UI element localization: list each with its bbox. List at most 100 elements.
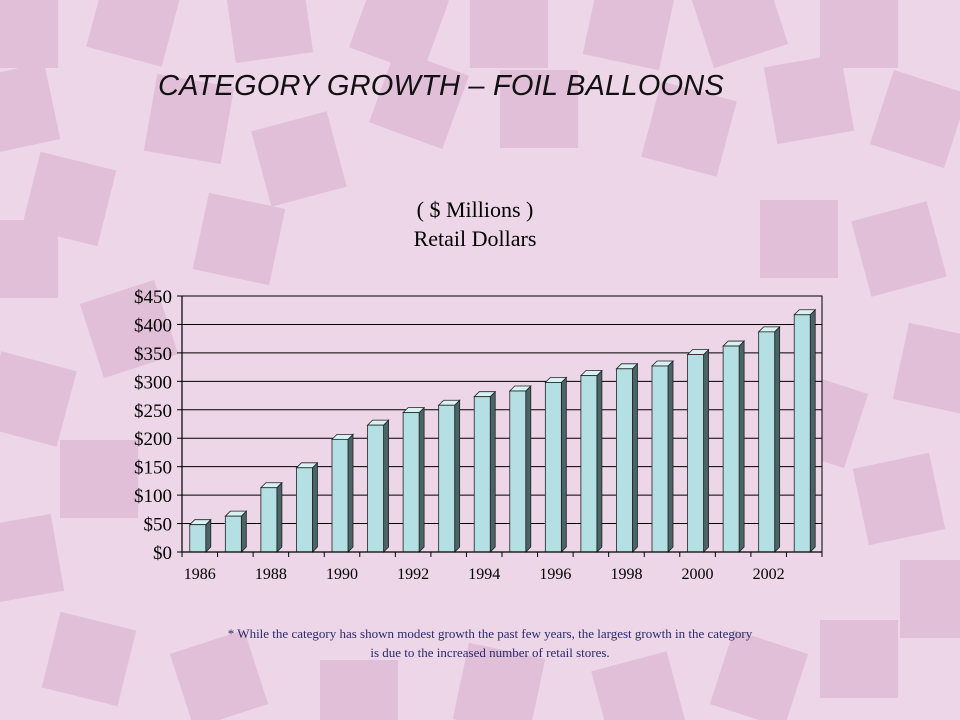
y-tick-label: $400 xyxy=(134,315,172,336)
chart-title-line1: ( $ Millions ) xyxy=(416,197,534,222)
bar-1996 xyxy=(544,376,568,553)
bar-side xyxy=(667,360,674,553)
bar-front xyxy=(296,467,313,553)
bar-front xyxy=(224,515,242,553)
x-tick-label: 1994 xyxy=(468,566,500,583)
bar-front xyxy=(687,354,704,553)
bar-front xyxy=(402,412,420,553)
y-tick-label: $200 xyxy=(134,429,172,450)
x-tick-label: 1996 xyxy=(539,566,571,583)
y-tick-label: $350 xyxy=(134,344,172,365)
bar-front xyxy=(438,404,456,553)
bg-square xyxy=(820,620,898,698)
bar-1991 xyxy=(366,419,390,553)
plot-area xyxy=(181,295,823,553)
bar-front xyxy=(758,331,776,553)
bg-square xyxy=(0,351,77,447)
bar-1989 xyxy=(295,461,319,553)
bg-square xyxy=(349,0,449,74)
bar-side xyxy=(596,369,603,553)
y-tick-label: $0 xyxy=(153,543,172,564)
bg-square xyxy=(0,62,61,156)
y-tick-label: $300 xyxy=(134,372,172,393)
bar-front xyxy=(473,396,491,553)
bar-1998 xyxy=(615,362,639,553)
bar-1999 xyxy=(651,360,674,553)
bg-square xyxy=(452,642,546,720)
bar-side xyxy=(240,510,247,553)
x-tick-label: 1988 xyxy=(255,566,287,583)
bg-square xyxy=(500,70,578,148)
bar-front xyxy=(260,487,278,553)
bg-square xyxy=(900,560,960,638)
bg-square xyxy=(60,440,138,518)
bar-front xyxy=(793,314,811,553)
footnote-line2: is due to the increased number of retail… xyxy=(370,645,610,660)
bg-square xyxy=(582,0,676,71)
x-tick-label: 2000 xyxy=(682,566,714,583)
bar-side xyxy=(347,433,354,553)
bar-front xyxy=(651,365,669,553)
bg-square xyxy=(192,192,286,286)
bg-square xyxy=(470,0,548,68)
bar-side xyxy=(312,461,318,553)
bar-front xyxy=(616,368,633,553)
bar-side xyxy=(738,340,745,553)
bg-square xyxy=(709,629,809,720)
bar-1997 xyxy=(579,369,603,553)
bar-side xyxy=(383,419,389,553)
bg-square xyxy=(763,53,855,145)
bg-square xyxy=(760,200,838,278)
chart-title-line2: Retail Dollars xyxy=(413,226,537,251)
bar-side xyxy=(632,362,638,553)
bg-square xyxy=(79,279,179,379)
bar-front xyxy=(331,438,349,553)
bar-2000 xyxy=(686,348,710,553)
bar-2002 xyxy=(757,325,781,553)
bar-1988 xyxy=(259,481,283,553)
bg-square xyxy=(251,111,347,207)
bar-side xyxy=(809,308,816,553)
bar-side xyxy=(276,481,283,553)
bg-square xyxy=(169,629,269,720)
bar-front xyxy=(189,524,207,553)
bar-side xyxy=(703,348,709,553)
bg-square xyxy=(41,611,137,707)
footnote-line1: * While the category has shown modest gr… xyxy=(227,626,753,641)
slide-title: CATEGORY GROWTH – FOIL BALLOONS xyxy=(158,70,724,102)
bar-1995 xyxy=(508,385,532,553)
bar-side xyxy=(489,390,496,553)
bar-1993 xyxy=(437,399,461,553)
y-tick-label: $150 xyxy=(134,458,172,479)
y-tick-label: $250 xyxy=(134,401,172,422)
bg-square xyxy=(224,0,314,64)
bar-side xyxy=(525,385,532,553)
bg-square xyxy=(86,0,182,67)
bg-square xyxy=(892,322,960,416)
bg-square xyxy=(0,220,58,298)
bar-front xyxy=(509,390,527,553)
bar-1992 xyxy=(402,406,426,553)
x-tick-label: 1986 xyxy=(184,566,216,583)
bar-1990 xyxy=(331,433,354,553)
bar-side xyxy=(205,518,212,553)
x-tick-label: 1998 xyxy=(610,566,642,583)
bar-1986 xyxy=(188,518,212,553)
y-tick-label: $100 xyxy=(134,486,172,507)
x-tick-label: 1992 xyxy=(397,566,429,583)
x-tick-label: 1990 xyxy=(326,566,358,583)
bar-side xyxy=(418,406,425,553)
bar-front xyxy=(367,424,384,553)
bar-front xyxy=(544,382,562,553)
bar-side xyxy=(560,376,567,553)
bg-square xyxy=(320,660,398,720)
bg-square xyxy=(641,81,737,177)
x-tick-label: 2002 xyxy=(753,566,785,583)
bar-side xyxy=(454,399,461,553)
bar-side xyxy=(774,325,781,553)
bar-front xyxy=(580,375,598,553)
bg-square xyxy=(689,0,789,69)
bg-square xyxy=(591,651,687,720)
